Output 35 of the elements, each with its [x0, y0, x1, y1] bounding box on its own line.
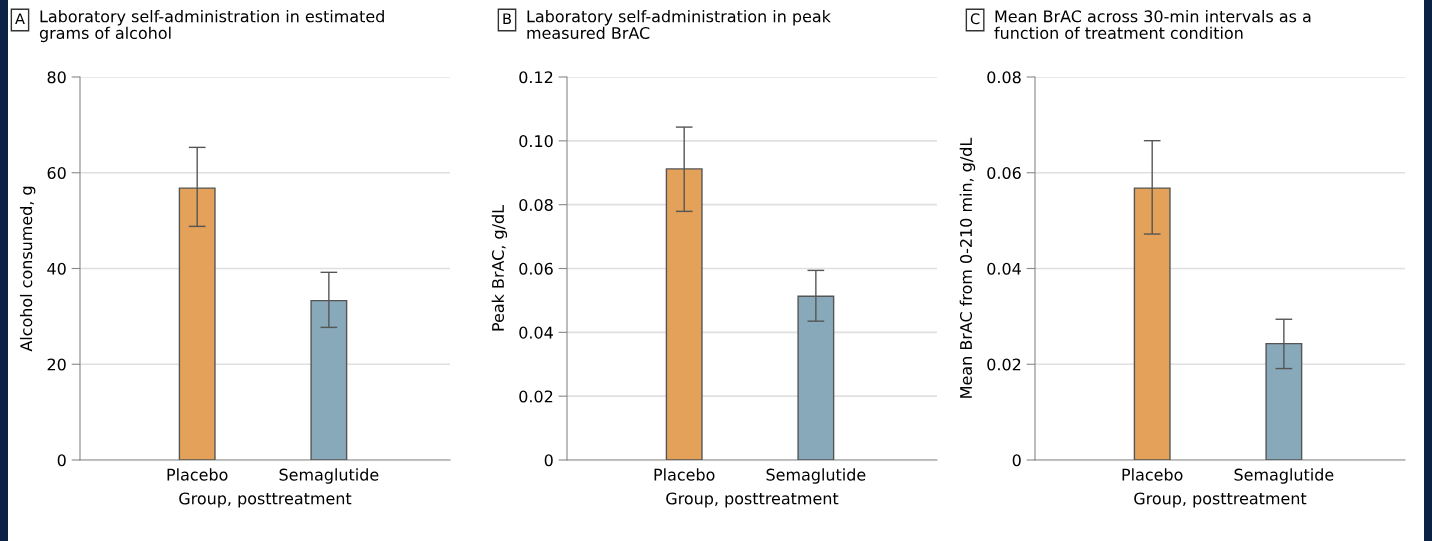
x-tick-label: Semaglutide — [279, 468, 379, 484]
x-axis-title: Group, posttreatment — [1134, 492, 1307, 508]
chart-title: Mean BrAC across 30-min intervals as a function of treatment condition — [994, 10, 1311, 40]
x-tick-label: Semaglutide — [1234, 468, 1334, 484]
y-axis-title: Mean BrAC from 0-210 min, g/dL — [959, 137, 976, 398]
y-tick-label: 0.08 — [987, 71, 1021, 84]
y-tick-label: 0.06 — [519, 262, 553, 275]
text: A — [15, 13, 25, 25]
y-tick-label: 0.02 — [987, 358, 1021, 371]
text: C — [970, 13, 980, 25]
y-tick-label: 40 — [47, 262, 66, 275]
y-tick-label: 20 — [47, 358, 66, 371]
x-axis-title: Group, posttreatment — [666, 492, 839, 508]
chart-title: Laboratory self-administration in estimated grams of alcohol — [39, 10, 384, 43]
x-tick-label: Semaglutide — [766, 468, 866, 484]
x-tick-label: Placebo — [167, 468, 228, 481]
y-tick-label: 0.12 — [519, 71, 553, 84]
y-tick-label: 0 — [57, 454, 66, 467]
chart-title: Laboratory self-administration in peak measured BrAC — [527, 10, 831, 40]
y-axis-title: Alcohol consumed, g — [19, 186, 36, 352]
y-tick-label: 0.02 — [519, 390, 553, 403]
x-tick-label: Placebo — [1122, 468, 1183, 481]
x-axis-title: Group, posttreatment — [179, 492, 352, 508]
y-tick-label: 0.08 — [519, 198, 553, 211]
y-tick-label: 0.10 — [519, 135, 553, 148]
y-tick-label: 0.04 — [987, 262, 1021, 275]
y-tick-label: 0.06 — [987, 166, 1021, 180]
y-tick-label: 0 — [544, 454, 553, 467]
x-tick-label: Placebo — [654, 468, 715, 481]
y-tick-label: 60 — [47, 166, 66, 180]
y-tick-label: 80 — [47, 71, 66, 84]
y-axis-title: Peak BrAC, g/dL — [491, 205, 508, 331]
text: B — [503, 13, 511, 25]
y-tick-label: 0.04 — [519, 326, 553, 339]
y-tick-label: 0 — [1012, 454, 1021, 467]
